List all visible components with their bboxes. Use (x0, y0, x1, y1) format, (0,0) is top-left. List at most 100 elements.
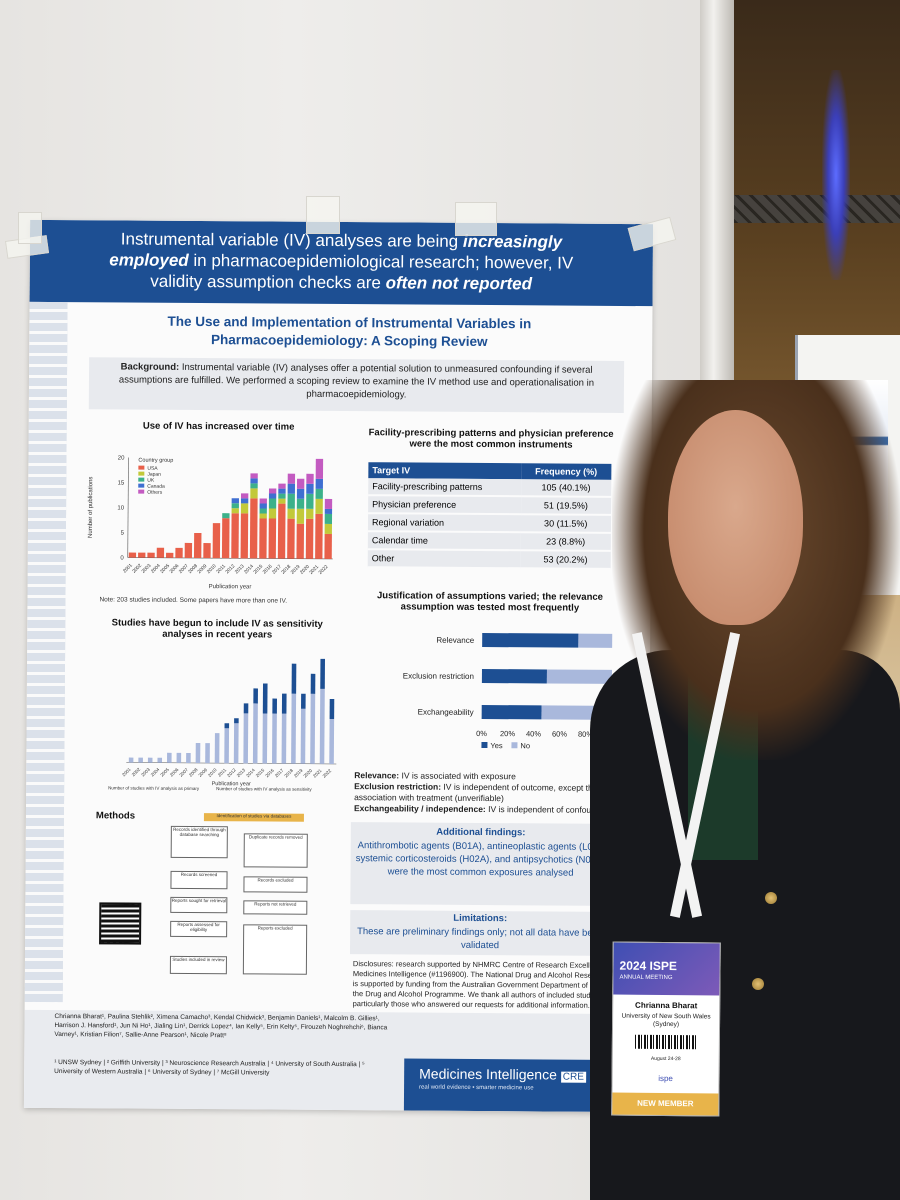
def-relevance-label: Relevance: (354, 770, 400, 781)
background-box: Background: Instrumental variable (IV) a… (88, 357, 625, 413)
section-title-use: Use of IV has increased over time (142, 420, 295, 433)
bar (278, 483, 286, 489)
bar (176, 752, 182, 763)
badge-barcode (634, 1034, 697, 1050)
bar (296, 523, 305, 559)
category-label: Exchangeability (418, 708, 474, 717)
banner-line3-a: validity assumption checks are (150, 271, 386, 293)
bar (310, 693, 316, 764)
bar (291, 693, 297, 764)
bar (277, 503, 286, 559)
legend-swatch (138, 489, 145, 494)
table-cell: 53 (20.2%) (520, 550, 611, 569)
bar (240, 513, 249, 559)
bar (482, 633, 579, 648)
x-tick-label: 2017 (274, 767, 285, 778)
bar (221, 518, 230, 559)
bar (250, 478, 258, 484)
methods-box-assessed: Reports assessed for eligibility (170, 920, 228, 938)
bar (231, 513, 239, 559)
x-tick-label: 2021 (312, 768, 323, 779)
bar (324, 523, 332, 534)
x-tick-label: 2006 (169, 563, 181, 575)
bar (138, 552, 146, 558)
use-note: Note: 203 studies included. Some papers … (99, 596, 288, 605)
bar (315, 478, 323, 489)
x-tick-label: 2007 (178, 563, 190, 575)
section-title-justification: Justification of assumptions varied; the… (376, 590, 604, 614)
x-tick-label: 2019 (293, 768, 304, 779)
category-label: Exclusion restriction (403, 671, 474, 680)
methods-box-sought: Reports sought for retrieval (170, 896, 228, 914)
sens-legend-b: Number of studies with IV analysis as se… (216, 786, 312, 792)
badge-year: 2024 ISPE (619, 958, 677, 974)
bar (214, 733, 220, 764)
x-tick-label: 2021 (308, 564, 320, 576)
def-exchangeability-label: Exchangeability / independence: (353, 803, 486, 815)
table-cell: 51 (19.5%) (520, 496, 612, 515)
bar (224, 723, 230, 729)
x-tick-label: 2022 (318, 564, 330, 576)
authors: Chrianna Bharat¹, Paulina Stehlik², Xime… (54, 1013, 388, 1040)
bar (253, 688, 258, 704)
table-cell: Calendar time (367, 531, 521, 551)
tape-piece (306, 196, 340, 234)
bar (240, 503, 249, 514)
bar (231, 508, 239, 514)
x-tick-label: 2003 (141, 563, 153, 575)
bar (546, 669, 612, 684)
legend-label: Others (147, 490, 163, 496)
x-tick-label: 2005 (159, 767, 170, 778)
bar (481, 669, 547, 684)
methods-header: Identification of studies via databases (203, 813, 304, 822)
bar (259, 503, 267, 509)
x-tick-label: 2014 (245, 767, 256, 778)
table-row: Regional variation 30 (11.5%) (367, 513, 612, 533)
bar (287, 518, 295, 559)
bar (259, 498, 267, 504)
x-tick-label: 2013 (236, 767, 247, 778)
additional-text: Antithrombotic agents (B01A), antineopla… (355, 840, 606, 879)
bar (128, 757, 134, 763)
badge-ribbon: NEW MEMBER (612, 1092, 719, 1116)
category-label: Relevance (436, 636, 474, 645)
background-label: Background: (120, 361, 180, 373)
bar (138, 757, 143, 763)
bar (296, 488, 305, 499)
limitations-text: These are preliminary findings only; not… (357, 926, 604, 952)
bar (222, 513, 230, 519)
bar (315, 488, 323, 499)
table-header-target: Target IV (368, 462, 521, 480)
x-tick-label: 2022 (322, 768, 333, 779)
bar (306, 508, 314, 519)
legend-label: Yes (490, 741, 503, 750)
x-tick-label: 60% (552, 729, 567, 738)
table-cell: Other (367, 549, 521, 569)
bar (231, 498, 239, 504)
bar (296, 478, 305, 489)
x-tick-label: 2011 (217, 767, 228, 778)
bar (291, 663, 297, 694)
methods-box-not-retrieved: Reports not retrieved (243, 900, 308, 915)
badge-meeting: ANNUAL MEETING (619, 974, 673, 982)
bar (315, 513, 323, 559)
banner-line2-b: in pharmacoepidemiological research; how… (188, 250, 574, 273)
bar (259, 518, 267, 559)
table-cell: 30 (11.5%) (520, 514, 612, 533)
bar (315, 498, 323, 514)
table-cell: 23 (8.8%) (520, 532, 611, 551)
bar (278, 488, 286, 494)
bar (310, 673, 316, 694)
bar (240, 493, 249, 499)
section-title-additional: Additional findings: (436, 826, 526, 839)
jacket-button (752, 978, 764, 990)
bar (306, 483, 314, 494)
x-tick-label: 2015 (252, 563, 264, 575)
bar (281, 713, 287, 764)
bar (262, 713, 268, 764)
poster-title: The Use and Implementation of Instrument… (167, 313, 532, 350)
bar (271, 713, 277, 764)
table-row: Calendar time 23 (8.8%) (367, 531, 611, 551)
bar (324, 513, 333, 524)
x-tick-label: 40% (526, 729, 541, 738)
